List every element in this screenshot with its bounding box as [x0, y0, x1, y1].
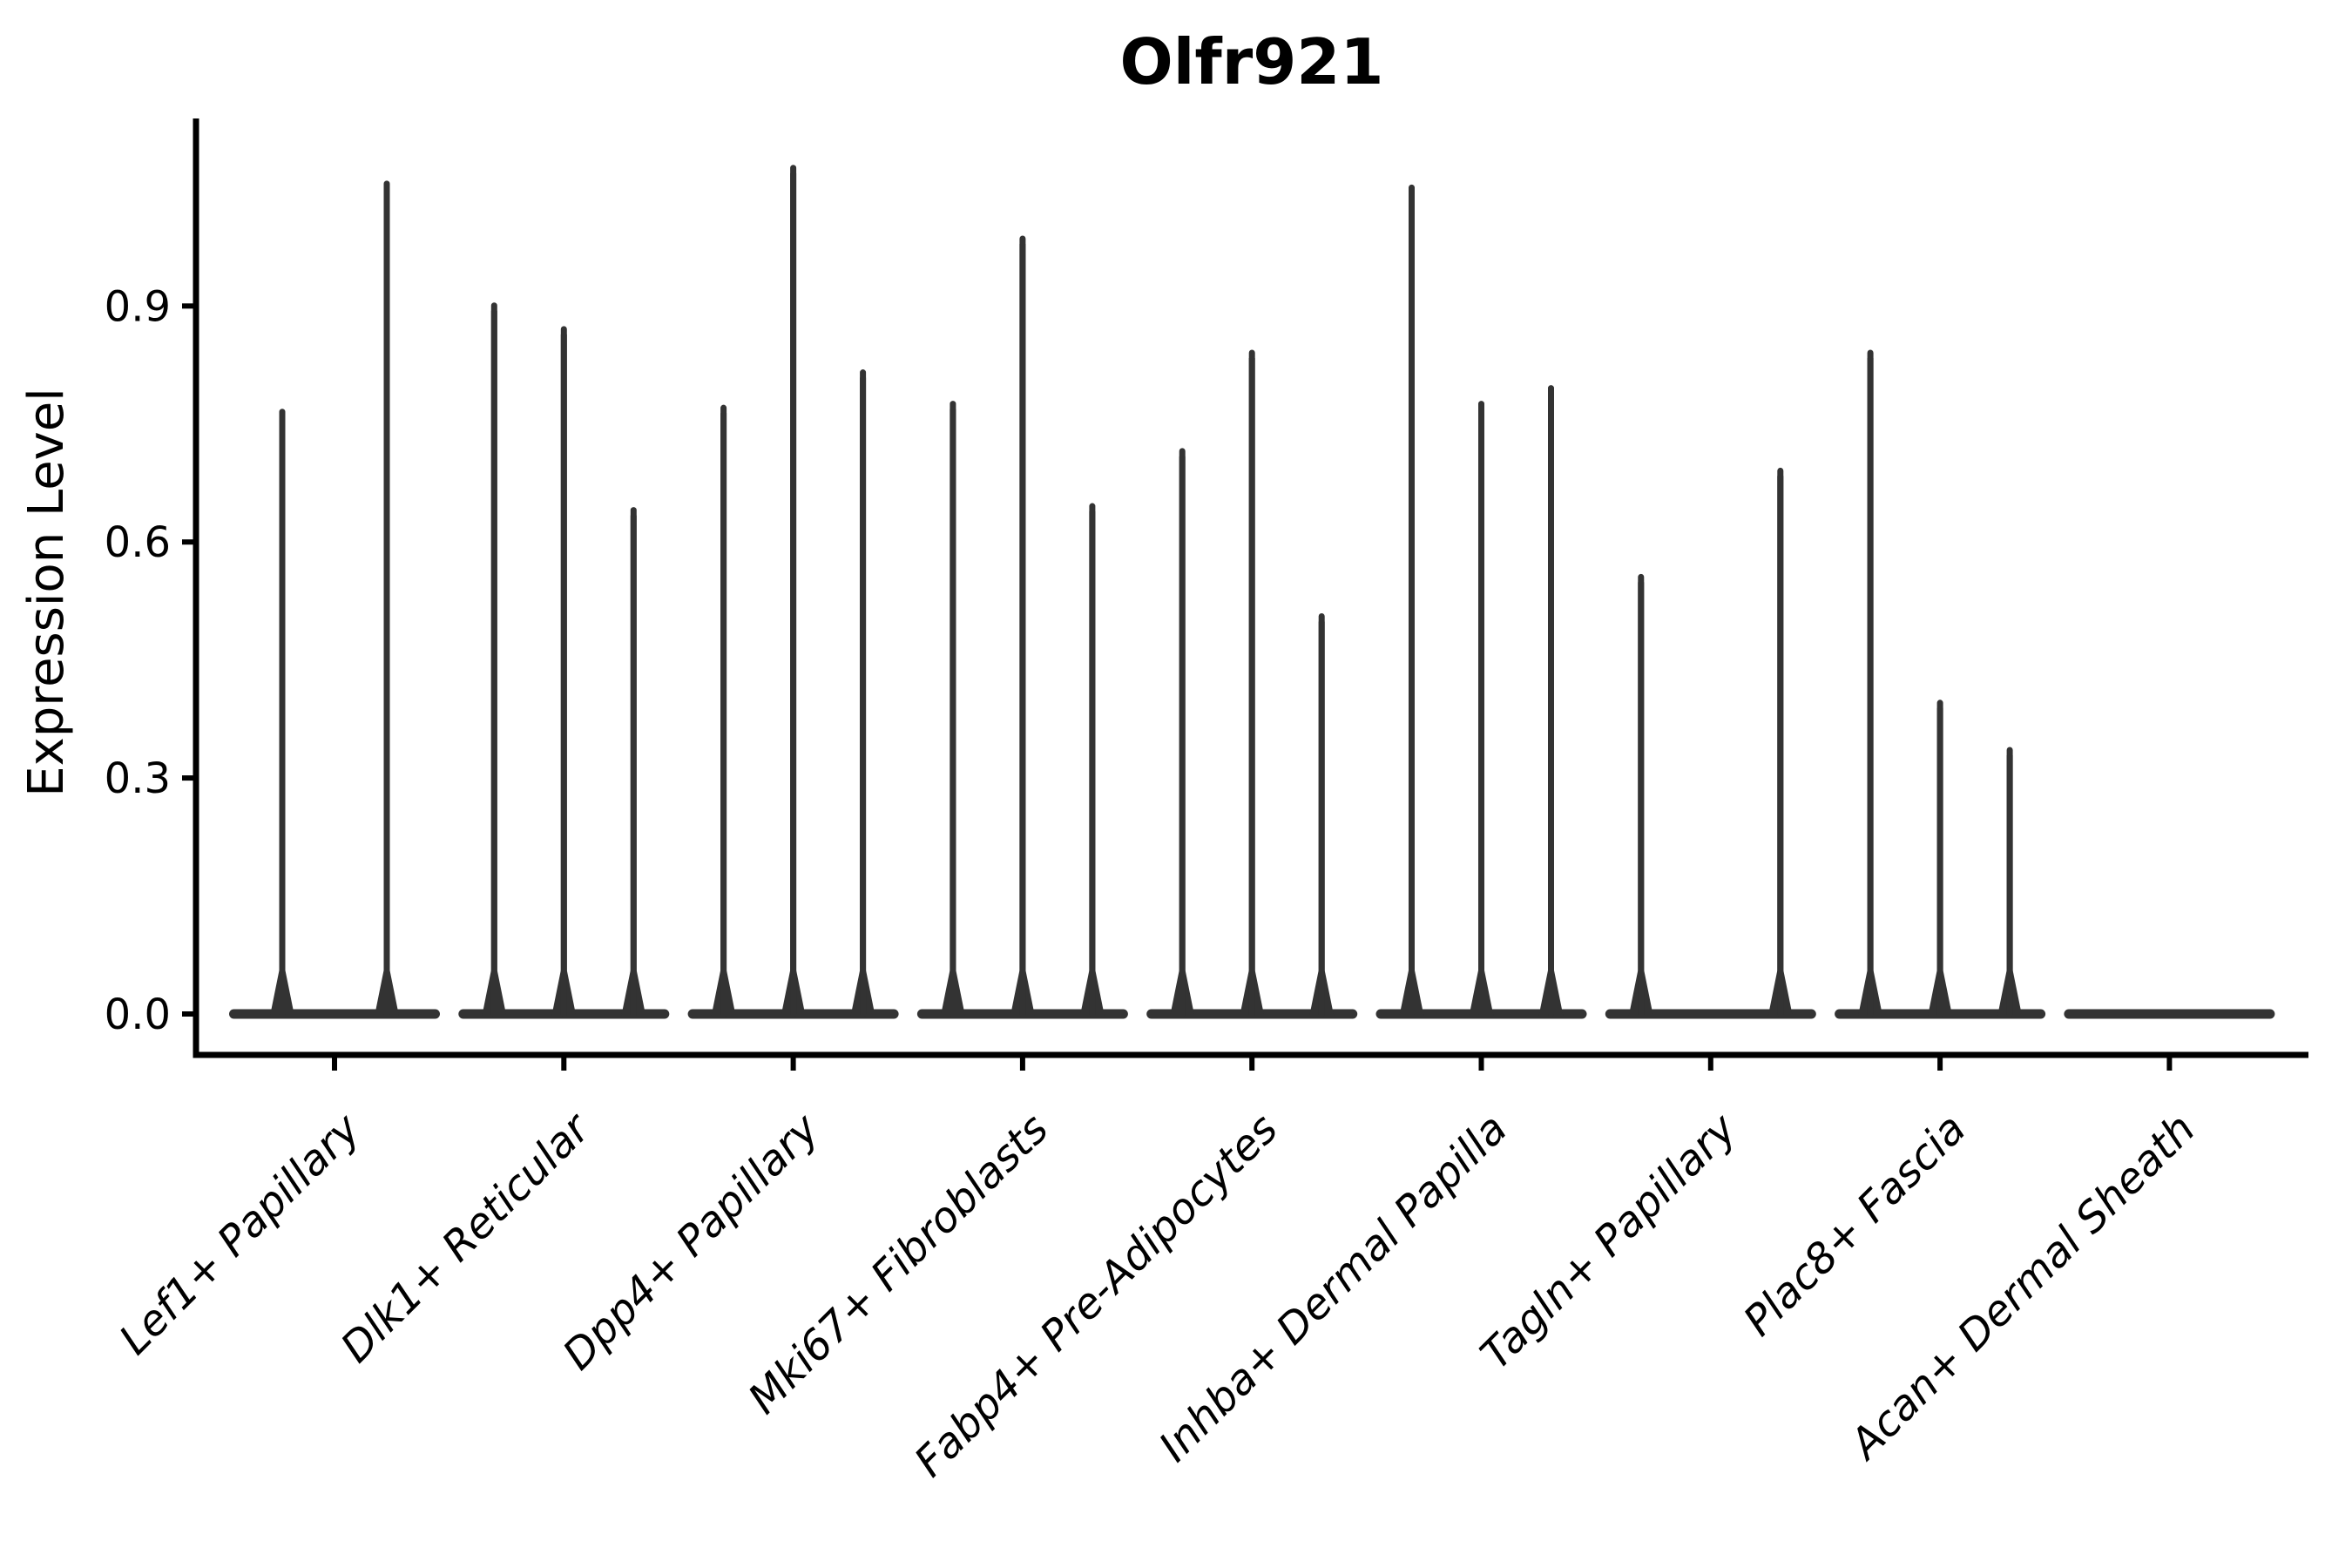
category-label: Dpp4+ Papillary	[553, 1104, 828, 1379]
chart-title: Olfr921	[1119, 25, 1383, 98]
y-axis-label: Expression Level	[18, 388, 75, 797]
violin-base	[1605, 1009, 1816, 1019]
y-tick-label: 0.3	[105, 754, 171, 803]
violin-base	[2064, 1009, 2275, 1019]
category-label: Dlk1+ Reticular	[332, 1103, 602, 1373]
category-label: Fabp4+ Pre-Adipocytes	[905, 1105, 1288, 1487]
violin-base	[229, 1009, 440, 1019]
y-tick-label: 0.9	[105, 282, 171, 331]
y-tick-label: 0.6	[105, 518, 171, 567]
category-label: Plac8+ Fascia	[1734, 1105, 1976, 1346]
y-tick-label: 0.0	[105, 990, 171, 1039]
category-label: Tagln+ Papillary	[1471, 1104, 1747, 1379]
category-label: Lef1+ Papillary	[110, 1104, 370, 1364]
